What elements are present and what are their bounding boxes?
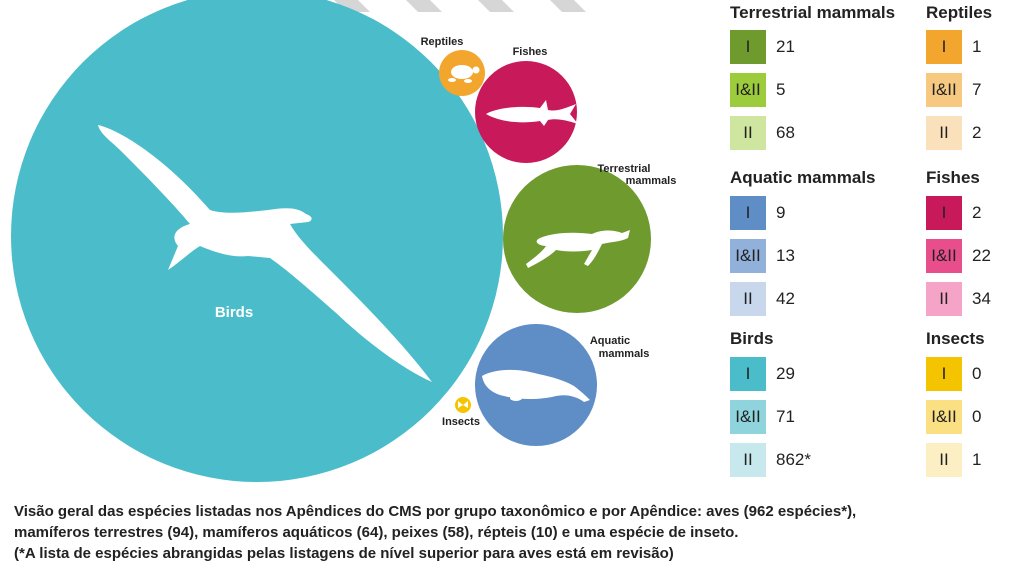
appendix-value: 862* [776,450,811,469]
legend-row: I&II 13 [730,239,795,273]
legend-row: II 2 [926,116,981,150]
turtle-icon [448,65,480,83]
appendix-swatch: II [926,443,962,477]
legend-title-insects: Insects [926,329,985,348]
legend-row: II 68 [730,116,795,150]
bubble-label-terrestrial-mammals-2: mammals [626,175,677,187]
appendix-swatch: I [730,357,766,391]
appendix-value: 29 [776,364,795,383]
legend-row: I&II 71 [730,400,795,434]
appendix-swatch: I&II [926,239,962,273]
figure-caption: Visão geral das espécies listadas nos Ap… [14,501,1024,564]
legend-row: I&II 22 [926,239,991,273]
legend-title-reptiles: Reptiles [926,3,993,22]
legend-row: II 42 [730,282,795,316]
shark-icon [486,100,578,126]
legend-row: I 9 [730,196,785,230]
legend-row: I&II 0 [926,400,981,434]
appendix-swatch: I&II [730,239,766,273]
bubble-label-birds: Birds [215,304,253,321]
appendix-swatch: I&II [730,73,766,107]
appendix-value: 42 [776,289,795,308]
legend-row: I 1 [926,30,981,64]
appendix-value: 2 [972,203,982,222]
butterfly-icon [458,401,468,408]
bird-icon [98,125,432,382]
appendix-value: 0 [972,407,982,426]
bubble-label-reptiles: Reptiles [421,36,464,48]
appendix-value: 0 [972,364,982,383]
appendix-value: 34 [972,289,991,308]
appendix-swatch: I&II [926,73,962,107]
appendix-value: 71 [776,407,795,426]
cheetah-icon [526,230,630,268]
appendix-swatch: I [730,30,766,64]
bubble-label-terrestrial-mammals-1: Terrestrial [598,163,651,175]
appendix-swatch: I&II [730,400,766,434]
bubble-label-aquatic-mammals-1: Aquatic [590,335,630,347]
legend-row: I 2 [926,196,981,230]
appendix-swatch: I&II [926,400,962,434]
appendix-value: 68 [776,123,795,142]
legend-title-aquatic-mammals: Aquatic mammals [730,168,876,187]
appendix-value: 22 [972,246,991,265]
appendix-swatch: II [730,116,766,150]
legend-row: I&II 5 [730,73,785,107]
bubble-chart: Birds Reptiles Fishes Terrestrial mammal… [11,0,677,482]
appendix-swatch: II [926,116,962,150]
appendix-swatch: II [730,443,766,477]
legend-title-fishes: Fishes [926,168,980,187]
appendix-swatch: I [926,357,962,391]
caption-line-3: (*A lista de espécies abrangidas pelas l… [14,545,674,562]
appendix-value: 5 [776,80,786,99]
legend-row: II 34 [926,282,991,316]
appendix-swatch: II [730,282,766,316]
appendix-value: 21 [776,37,795,56]
legend-title-birds: Birds [730,329,774,348]
bubble-label-fishes: Fishes [513,46,548,58]
legend-row: II 1 [926,443,981,477]
legend-row: I&II 7 [926,73,981,107]
legend-row: I 0 [926,357,981,391]
caption-line-2: mamíferos terrestres (94), mamíferos aqu… [14,524,739,541]
appendix-value: 9 [776,203,786,222]
appendix-swatch: I [730,196,766,230]
legend-row: II 862* [730,443,811,477]
appendix-value: 13 [776,246,795,265]
legend-row: I 29 [730,357,795,391]
appendix-value: 2 [972,123,982,142]
legend-title-terrestrial-mammals: Terrestrial mammals [730,3,896,22]
appendix-value: 1 [972,450,982,469]
appendix-swatch: II [926,282,962,316]
appendix-swatch: I [926,196,962,230]
bubble-label-aquatic-mammals-2: mammals [599,348,650,360]
appendix-swatch: I [926,30,962,64]
bubble-label-insects: Insects [442,416,480,428]
caption-line-1: Visão geral das espécies listadas nos Ap… [14,503,857,520]
appendix-value: 1 [972,37,982,56]
manatee-icon [482,369,590,402]
legend-row: I 21 [730,30,795,64]
appendix-value: 7 [972,80,982,99]
